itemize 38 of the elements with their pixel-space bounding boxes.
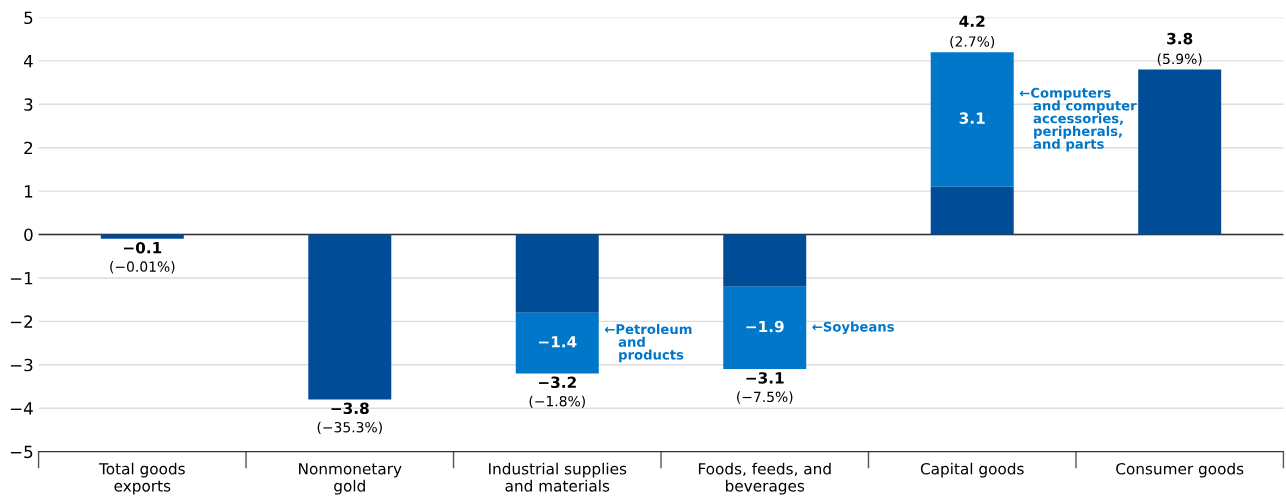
x-tick-label: Consumer goods [1116, 462, 1244, 478]
bar [930, 52, 1014, 187]
data-label: −1.4 [538, 336, 577, 348]
y-tick-label: 1 [24, 185, 33, 198]
y-tick-label: 4 [23, 55, 33, 68]
y-tick-label: 0 [24, 228, 33, 242]
total-label: −0.1 (−0.01%) [110, 241, 175, 274]
y-tick-label: 5 [24, 11, 33, 25]
x-tick-label: Nonmonetary gold [299, 463, 402, 495]
total-label: 3.8 (5.9%) [1157, 32, 1202, 66]
total-label: −3.8 (−35.3%) [317, 402, 382, 435]
y-tick-label: −1 [10, 272, 33, 285]
y-tick-label: −2 [10, 315, 33, 328]
total-label: −3.1 (−7.5%) [737, 372, 793, 404]
data-label: 3.1 [959, 112, 985, 124]
x-tick-label: Total goods exports [98, 462, 185, 495]
bar [723, 286, 807, 370]
x-tick-label: Foods, feeds, and beverages [698, 462, 831, 495]
y-tick-label: 2 [24, 141, 33, 155]
bar [515, 234, 599, 313]
annotation: ←Soybeans [812, 321, 894, 335]
total-label: 4.2 (2.7%) [950, 15, 995, 49]
x-tick-label: Capital goods [920, 462, 1024, 478]
total-label: −3.2 (−1.8%) [529, 376, 585, 409]
y-tick-label: 3 [24, 98, 33, 111]
bar [723, 234, 807, 287]
y-tick-label: −4 [10, 402, 33, 415]
y-tick-label: −5 [10, 445, 33, 459]
x-tick-label: Industrial supplies and materials [489, 462, 627, 492]
bar [515, 312, 599, 374]
data-label: −1.9 [746, 320, 784, 333]
bar [100, 234, 184, 239]
annotation: ←Petroleum and products [604, 323, 692, 363]
bar [930, 186, 1014, 235]
annotation: ←Computers and computer accessories, peripherals, and parts [1019, 87, 1137, 152]
bar [308, 234, 392, 400]
y-tick-label: −3 [10, 358, 33, 372]
bar [1138, 69, 1222, 235]
